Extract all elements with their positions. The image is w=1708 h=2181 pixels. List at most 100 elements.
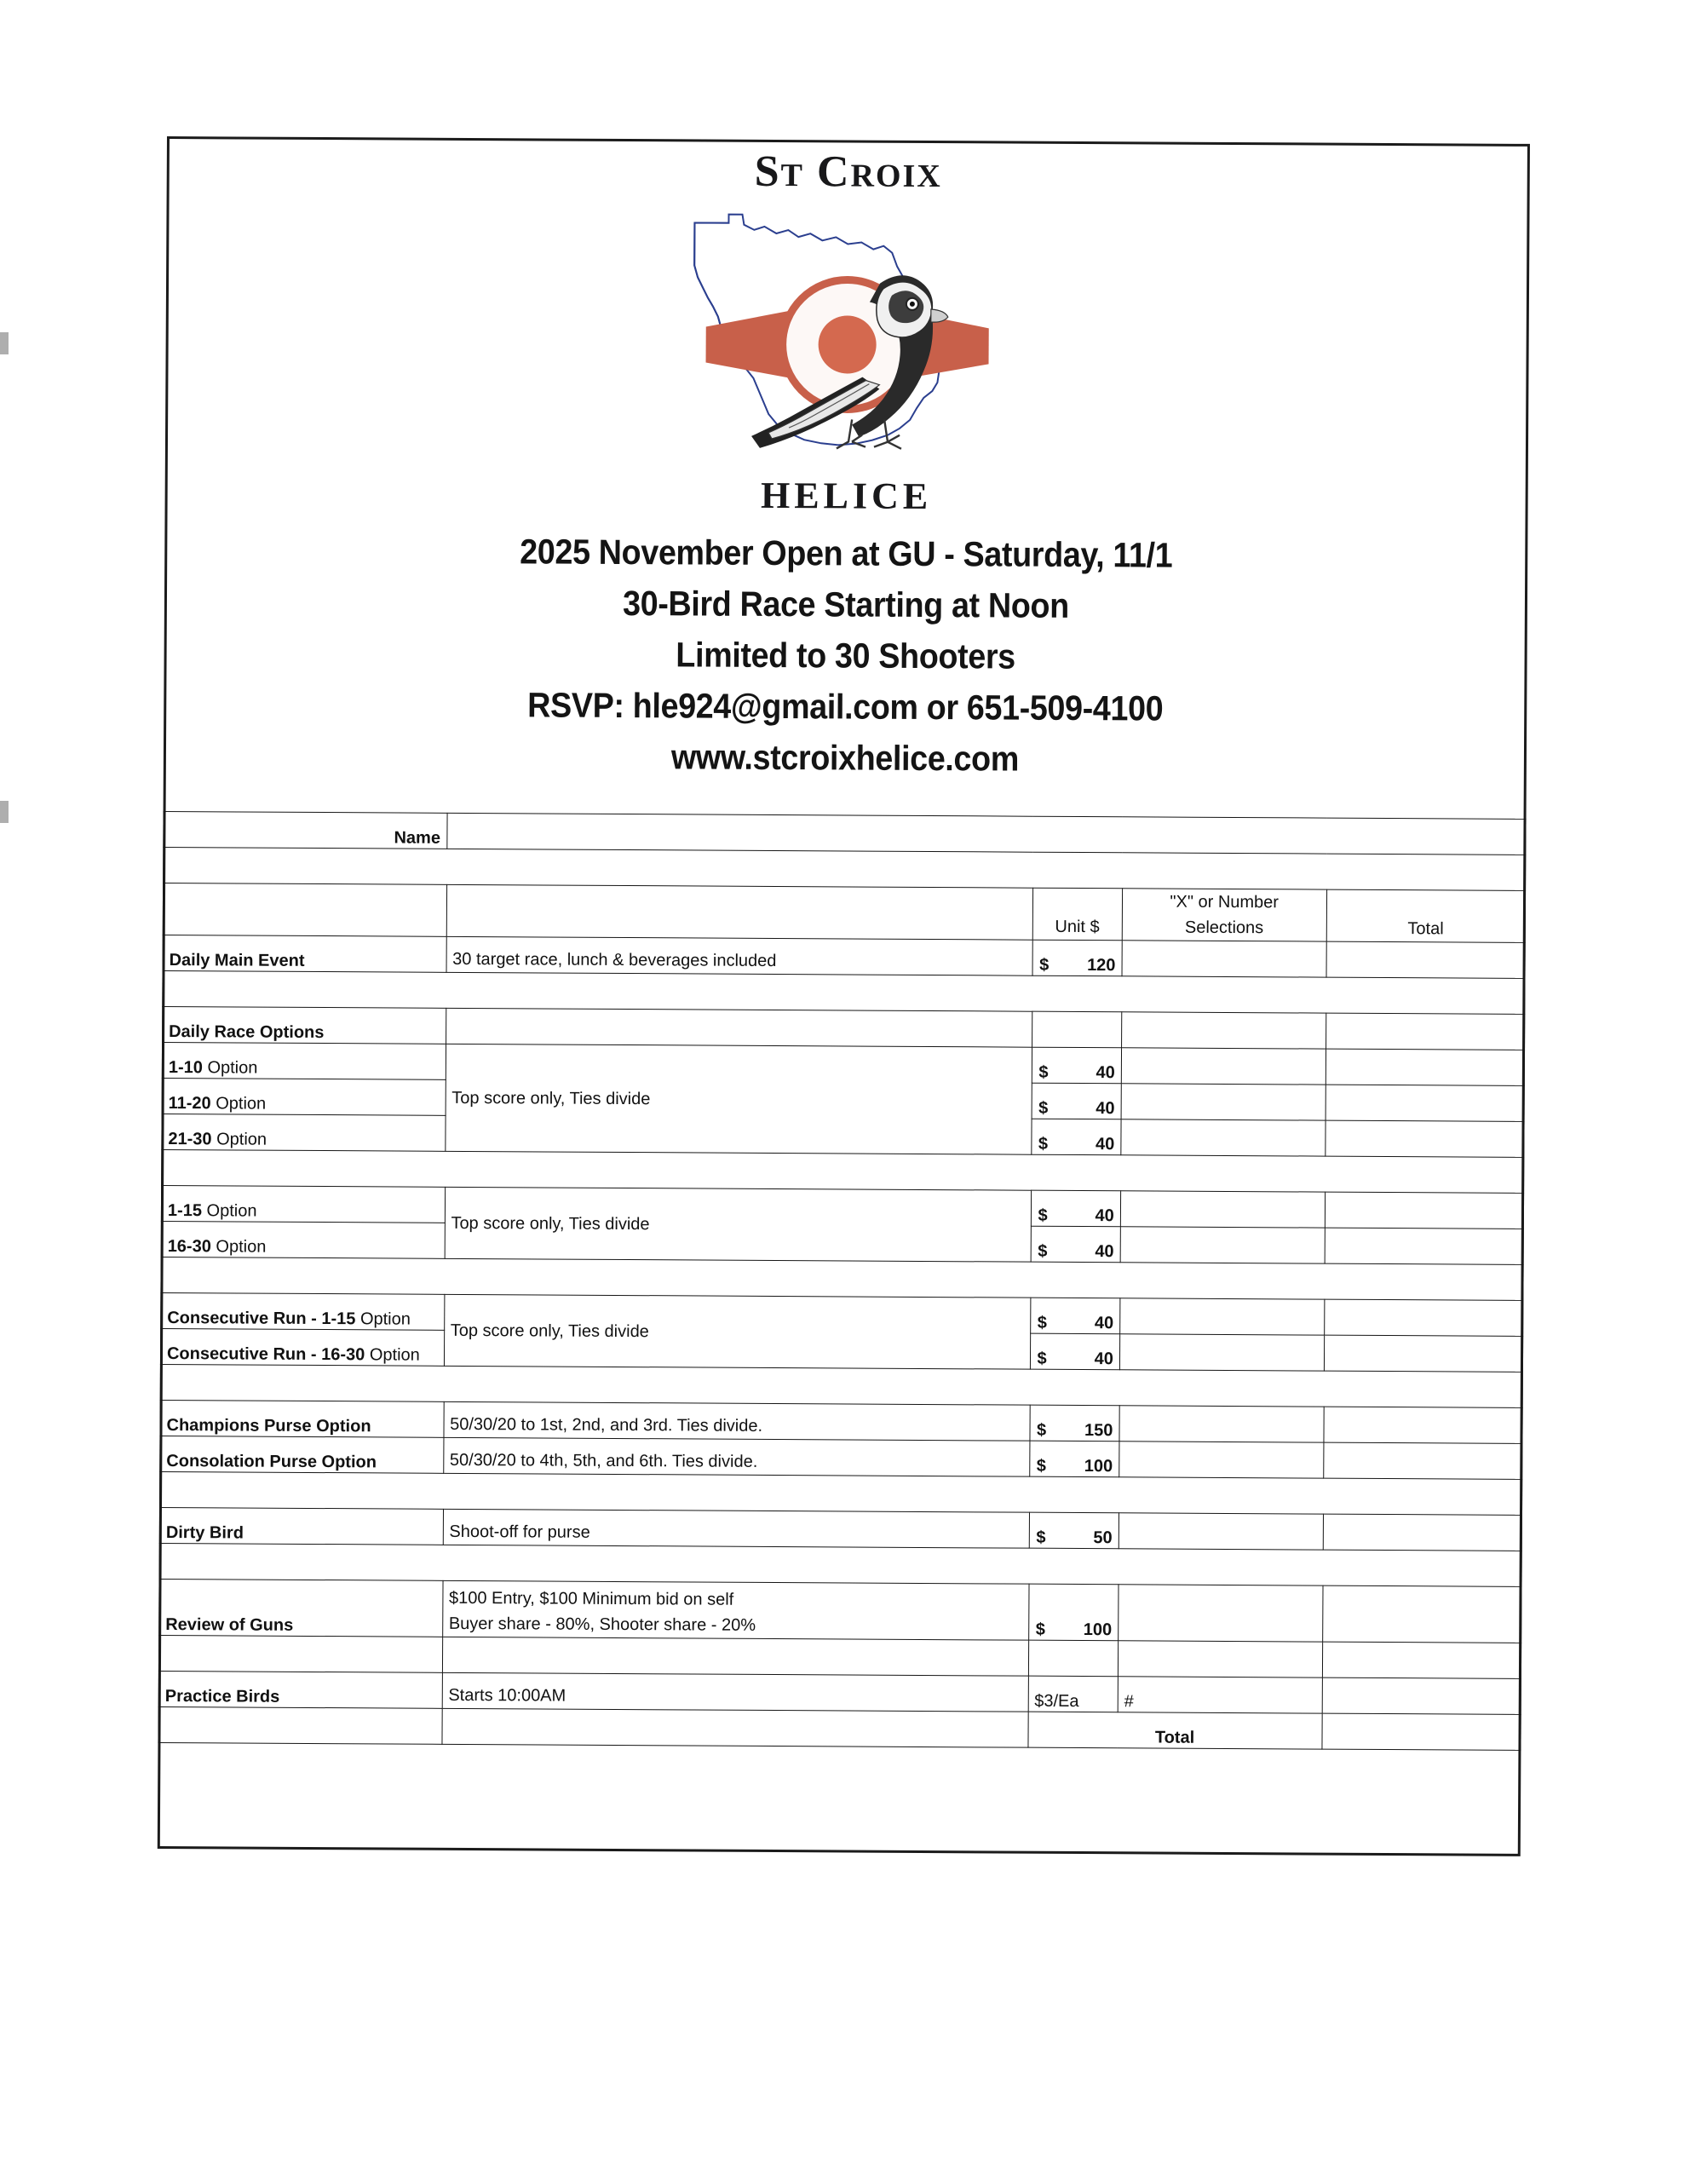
unit-amount: 100 bbox=[1083, 1620, 1113, 1640]
section-header-fill-total bbox=[1326, 1013, 1525, 1050]
row-label-option-21-30: 21-30 Option bbox=[161, 1114, 446, 1152]
row-desc-champions-purse-option: 50/30/20 to 1st, 2nd, and 3rd. Ties divi… bbox=[443, 1401, 1030, 1442]
header-line-title: 2025 November Open at GU - Saturday, 11/… bbox=[520, 532, 1173, 575]
total-value-cell[interactable] bbox=[1321, 1713, 1521, 1751]
row-unit-daily-main-event: $ 120 bbox=[1032, 940, 1123, 976]
unit-amount: 40 bbox=[1096, 1063, 1115, 1083]
row-desc-consecutive-run-group: Top score only, Ties divide bbox=[444, 1294, 1031, 1370]
header-line-website: www.stcroixhelice.com bbox=[670, 737, 1020, 779]
unit-amount: 50 bbox=[1093, 1528, 1113, 1548]
currency-symbol: $ bbox=[1038, 1062, 1049, 1082]
row-selection-champions-purse-option[interactable] bbox=[1119, 1405, 1324, 1443]
label-bold: Consecutive Run - 1-15 bbox=[167, 1309, 356, 1329]
row-total-option-1-15[interactable] bbox=[1324, 1192, 1524, 1229]
section-header-fill-desc bbox=[446, 1008, 1032, 1048]
form-page: ST CROIX bbox=[157, 136, 1530, 1856]
header-line-limit: Limited to 30 Shooters bbox=[676, 635, 1015, 676]
row-label-consecutive-run-1-15: Consecutive Run - 1-15 Option bbox=[160, 1292, 445, 1331]
currency-symbol: $ bbox=[1037, 1313, 1047, 1332]
row-unit-practice-birds: $3/Ea bbox=[1027, 1676, 1119, 1712]
row-total-review-of-guns[interactable] bbox=[1322, 1585, 1522, 1643]
row-selection-consecutive-run-1-15[interactable] bbox=[1119, 1298, 1325, 1336]
row-unit-option-1-15: $ 40 bbox=[1030, 1190, 1121, 1227]
row-unit-option-1-10: $ 40 bbox=[1031, 1047, 1122, 1084]
table-row-review-of-guns: Review of Guns $100 Entry, $100 Minimum … bbox=[158, 1579, 1522, 1643]
row-total-option-11-20[interactable] bbox=[1325, 1085, 1525, 1122]
row-desc-option-group-2: Top score only, Ties divide bbox=[444, 1187, 1032, 1263]
row-selection-consolation-purse-option[interactable] bbox=[1119, 1441, 1324, 1479]
row-total-consecutive-run-1-15[interactable] bbox=[1324, 1299, 1523, 1337]
row-total-daily-main-event[interactable] bbox=[1326, 941, 1526, 979]
name-label: Name bbox=[163, 811, 447, 849]
row-unit-consolation-purse-option: $ 100 bbox=[1029, 1441, 1119, 1477]
currency-symbol: $ bbox=[1036, 1456, 1047, 1476]
label-bold: 21-30 bbox=[168, 1130, 212, 1149]
currency-symbol: $ bbox=[1038, 1241, 1048, 1261]
row-label-option-11-20: 11-20 Option bbox=[162, 1078, 446, 1116]
row-desc-review-of-guns-line2: Buyer share - 80%, Shooter share - 20% bbox=[448, 1614, 756, 1635]
unit-amount: 150 bbox=[1084, 1421, 1113, 1441]
row-selection-consecutive-run-16-30[interactable] bbox=[1119, 1333, 1325, 1372]
row-total-champions-purse-option[interactable] bbox=[1323, 1407, 1523, 1444]
pigeon-with-target-icon bbox=[668, 199, 1027, 481]
section-header-fill-unit bbox=[1032, 1011, 1122, 1048]
total-blank-label bbox=[158, 1706, 442, 1745]
label-bold: 1-10 bbox=[168, 1058, 203, 1078]
label-regular: Option bbox=[210, 1094, 267, 1114]
event-header: 2025 November Open at GU - Saturday, 11/… bbox=[164, 524, 1528, 787]
row-unit-consecutive-run-16-30: $ 40 bbox=[1029, 1333, 1120, 1370]
row-total-consolation-purse-option[interactable] bbox=[1323, 1442, 1522, 1480]
row-selection-option-21-30[interactable] bbox=[1120, 1119, 1326, 1157]
currency-symbol: $ bbox=[1038, 1098, 1049, 1118]
blank-selection-cell[interactable] bbox=[1118, 1640, 1323, 1678]
name-input[interactable] bbox=[446, 813, 1527, 855]
label-bold: Consecutive Run - 16-30 bbox=[166, 1344, 365, 1365]
row-selection-option-1-15[interactable] bbox=[1120, 1190, 1326, 1229]
row-unit-dirty-bird: $ 50 bbox=[1028, 1512, 1119, 1549]
row-unit-option-16-30: $ 40 bbox=[1030, 1226, 1121, 1263]
label-regular: Option bbox=[210, 1237, 267, 1257]
row-selection-review-of-guns[interactable] bbox=[1118, 1584, 1323, 1643]
row-selection-daily-main-event[interactable] bbox=[1121, 940, 1326, 978]
colhead-blank-label bbox=[163, 883, 447, 937]
row-unit-review-of-guns: $ 100 bbox=[1028, 1584, 1119, 1641]
row-desc-daily-main-event: 30 target race, lunch & beverages includ… bbox=[446, 936, 1032, 976]
row-selection-dirty-bird[interactable] bbox=[1119, 1512, 1324, 1551]
label-regular: Option bbox=[355, 1309, 411, 1329]
colhead-selections-line1: "X" or Number bbox=[1170, 892, 1280, 912]
row-total-option-16-30[interactable] bbox=[1324, 1228, 1524, 1265]
colhead-unit: Unit $ bbox=[1032, 888, 1123, 941]
blank-unit-cell bbox=[1027, 1640, 1119, 1677]
label-regular: Option bbox=[365, 1345, 420, 1365]
currency-symbol: $ bbox=[1035, 1620, 1045, 1639]
colhead-selections-line2: Selections bbox=[1184, 918, 1264, 938]
row-total-option-1-10[interactable] bbox=[1325, 1049, 1525, 1086]
row-selection-option-1-10[interactable] bbox=[1121, 1047, 1326, 1085]
header-line-race: 30-Bird Race Starting at Noon bbox=[622, 583, 1069, 625]
row-label-daily-main-event: Daily Main Event bbox=[163, 935, 446, 973]
row-total-consecutive-run-16-30[interactable] bbox=[1323, 1335, 1523, 1372]
row-label-consolation-purse-option: Consolation Purse Option bbox=[159, 1436, 444, 1474]
row-label-review-of-guns: Review of Guns bbox=[158, 1579, 443, 1637]
section-header-fill-sel bbox=[1121, 1011, 1326, 1050]
row-selection-option-16-30[interactable] bbox=[1120, 1226, 1325, 1264]
scan-artifact bbox=[0, 332, 9, 354]
row-total-practice-birds[interactable] bbox=[1321, 1677, 1521, 1715]
row-desc-review-of-guns: $100 Entry, $100 Minimum bid on self Buy… bbox=[442, 1580, 1029, 1641]
total-blank-desc bbox=[441, 1708, 1028, 1748]
row-total-dirty-bird[interactable] bbox=[1322, 1514, 1522, 1551]
row-selection-practice-birds[interactable]: # bbox=[1118, 1676, 1322, 1714]
blank-total-cell[interactable] bbox=[1321, 1642, 1521, 1679]
currency-symbol: $ bbox=[1038, 1134, 1049, 1154]
table-row-column-headers: Unit $ "X" or Number Selections Total bbox=[163, 883, 1526, 943]
row-label-option-1-15: 1-15 Option bbox=[161, 1185, 446, 1223]
row-unit-option-11-20: $ 40 bbox=[1031, 1083, 1122, 1119]
row-label-option-16-30: 16-30 Option bbox=[161, 1221, 445, 1259]
colhead-blank-desc bbox=[446, 884, 1033, 941]
row-total-option-21-30[interactable] bbox=[1325, 1120, 1525, 1158]
row-unit-consecutive-run-1-15: $ 40 bbox=[1030, 1298, 1120, 1334]
row-desc-consolation-purse-option: 50/30/20 to 4th, 5th, and 6th. Ties divi… bbox=[443, 1437, 1030, 1477]
row-selection-option-11-20[interactable] bbox=[1120, 1083, 1326, 1121]
row-label-option-1-10: 1-10 Option bbox=[162, 1042, 446, 1080]
logo-wordmark-top: ST CROIX bbox=[754, 147, 942, 197]
